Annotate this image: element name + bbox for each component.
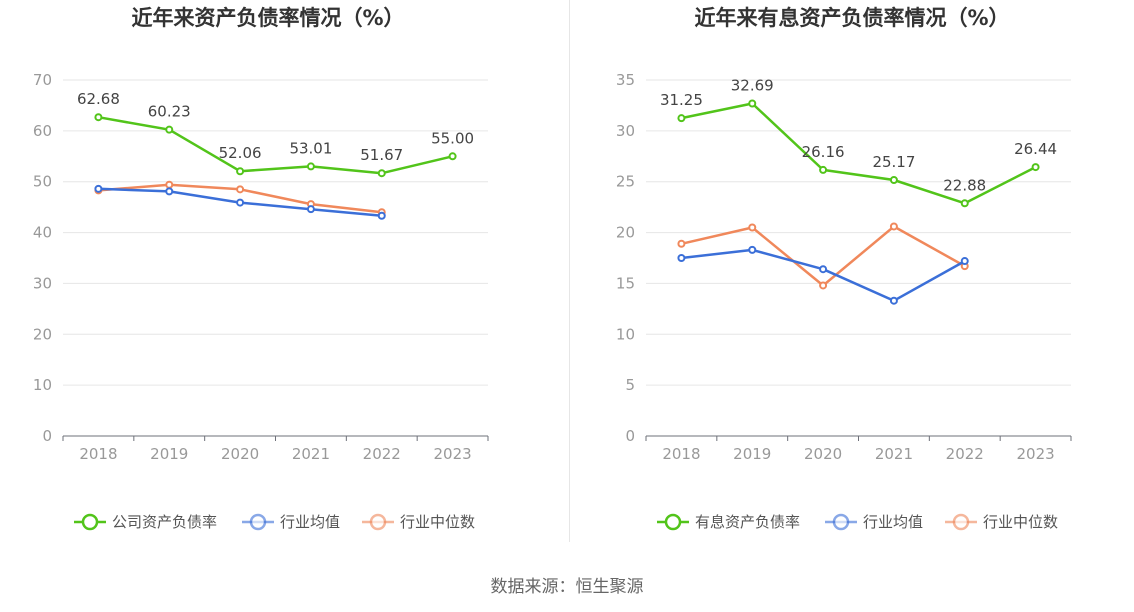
- legend-label: 行业中位数: [400, 513, 475, 531]
- legend-item: 有息资产负债率: [657, 513, 800, 531]
- y-tick-label: 50: [33, 173, 52, 191]
- data-point: [748, 99, 757, 108]
- y-tick-label: 30: [33, 274, 52, 292]
- x-tick-label: 2021: [875, 445, 913, 463]
- legend-marker: [369, 513, 387, 531]
- x-tick-label: 2019: [150, 445, 188, 463]
- data-point: [677, 114, 686, 123]
- y-tick-label: 25: [616, 173, 635, 191]
- data-label: 26.16: [802, 143, 845, 161]
- chart-title: 近年来资产负债率情况（%）: [131, 6, 404, 30]
- y-tick-label: 0: [42, 427, 52, 445]
- data-point: [1031, 163, 1040, 172]
- y-tick-label: 20: [616, 224, 635, 242]
- legend-item: 行业均值: [825, 513, 923, 531]
- data-point: [236, 185, 245, 194]
- data-point: [377, 211, 386, 220]
- data-point: [677, 239, 686, 248]
- chart-2: 近年来有息资产负债率情况（%） 0 5 10 15 20 25 30 35 2018 2019 202…: [616, 6, 1072, 531]
- series-line: [98, 115, 453, 175]
- y-tick-label: 40: [33, 224, 52, 242]
- series-line: [681, 102, 1037, 205]
- y-tick-label: 10: [616, 325, 635, 343]
- legend-marker: [81, 513, 99, 531]
- data-label: 25.17: [872, 153, 915, 171]
- y-tick-label: 30: [616, 122, 635, 140]
- legend-marker: [952, 513, 970, 531]
- y-tick-label: 15: [616, 274, 635, 292]
- data-label: 22.88: [943, 176, 986, 194]
- y-tick-label: 35: [616, 71, 635, 89]
- data-point: [165, 125, 174, 134]
- x-tick-label: 2023: [1016, 445, 1054, 463]
- y-tick-label: 70: [33, 71, 52, 89]
- x-tick-label: 2020: [221, 445, 259, 463]
- data-label: 60.23: [148, 103, 191, 121]
- data-point: [677, 254, 686, 262]
- legend-marker: [832, 513, 850, 531]
- x-tick-label: 2019: [733, 445, 771, 463]
- legend-marker: [664, 513, 682, 531]
- data-label: 26.44: [1014, 140, 1057, 158]
- chart-divider: [569, 0, 570, 542]
- x-tick-label: 2018: [79, 445, 117, 463]
- data-point: [94, 113, 103, 122]
- legend-label: 行业均值: [280, 513, 340, 531]
- data-point: [960, 257, 969, 266]
- series-line: [681, 225, 966, 287]
- data-label: 55.00: [431, 129, 474, 147]
- data-point: [236, 167, 245, 176]
- data-point: [819, 165, 828, 174]
- data-label: 51.67: [360, 146, 403, 164]
- data-point: [448, 152, 457, 161]
- data-label: 31.25: [660, 91, 703, 109]
- chart-1: 近年来资产负债率情况（%） 0 10 20 30 40 50 60 70 2018 2019 2020…: [33, 6, 489, 531]
- legend-item: 行业中位数: [945, 513, 1058, 531]
- y-tick-label: 60: [33, 122, 52, 140]
- data-point: [748, 245, 757, 254]
- series-line: [681, 248, 966, 302]
- data-point: [306, 162, 315, 171]
- x-tick-label: 2023: [433, 445, 471, 463]
- data-label: 62.68: [77, 90, 120, 108]
- data-point: [236, 198, 245, 207]
- x-tick-label: 2020: [804, 445, 842, 463]
- data-point: [748, 223, 757, 232]
- legend-marker: [249, 513, 267, 531]
- data-label: 32.69: [731, 76, 774, 94]
- data-label: 53.01: [289, 139, 332, 157]
- y-tick-label: 0: [625, 427, 635, 445]
- data-point: [377, 169, 386, 178]
- data-point: [165, 180, 174, 189]
- data-point: [889, 296, 898, 305]
- legend-label: 有息资产负债率: [695, 513, 800, 531]
- y-tick-label: 5: [625, 376, 635, 394]
- data-point: [889, 222, 898, 231]
- y-tick-label: 10: [33, 376, 52, 394]
- data-point: [960, 199, 969, 208]
- legend-label: 行业均值: [863, 513, 923, 531]
- y-tick-label: 20: [33, 325, 52, 343]
- legend-item: 行业中位数: [362, 513, 475, 531]
- data-label: 52.06: [219, 144, 262, 162]
- data-point: [819, 281, 828, 290]
- chart-title: 近年来有息资产负债率情况（%）: [694, 6, 1009, 30]
- x-tick-label: 2022: [363, 445, 401, 463]
- x-tick-label: 2018: [662, 445, 700, 463]
- data-point: [165, 187, 174, 196]
- legend-label: 行业中位数: [983, 513, 1058, 531]
- legend-item: 行业均值: [242, 513, 340, 531]
- legend-label: 公司资产负债率: [112, 513, 217, 531]
- data-point: [819, 265, 828, 274]
- legend-item: 公司资产负债率: [74, 513, 217, 531]
- x-tick-label: 2022: [946, 445, 984, 463]
- data-point: [306, 205, 315, 214]
- data-point: [94, 184, 103, 193]
- data-point: [889, 175, 898, 184]
- x-tick-label: 2021: [292, 445, 330, 463]
- data-source-label: 数据来源：恒生聚源: [490, 577, 644, 597]
